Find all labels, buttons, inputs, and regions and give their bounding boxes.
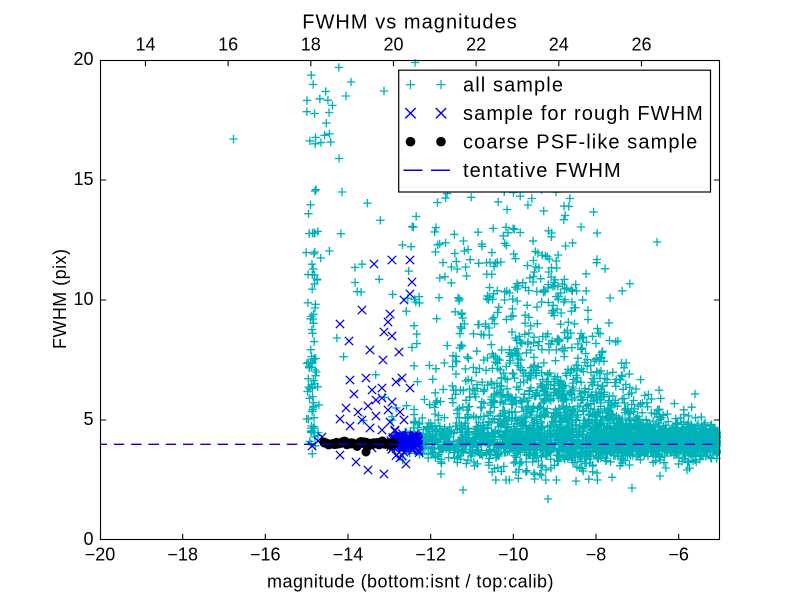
- svg-text:−20: −20: [85, 544, 116, 564]
- svg-text:−8: −8: [586, 544, 607, 564]
- svg-text:0: 0: [83, 529, 93, 549]
- svg-text:22: 22: [466, 35, 486, 55]
- svg-text:−18: −18: [167, 544, 198, 564]
- svg-text:−10: −10: [498, 544, 529, 564]
- svg-text:26: 26: [631, 35, 651, 55]
- svg-text:5: 5: [83, 409, 93, 429]
- svg-text:−16: −16: [250, 544, 281, 564]
- svg-text:−12: −12: [415, 544, 446, 564]
- svg-text:tentative FWHM: tentative FWHM: [463, 160, 622, 182]
- svg-text:14: 14: [135, 35, 155, 55]
- svg-text:20: 20: [73, 49, 93, 69]
- svg-text:−14: −14: [333, 544, 364, 564]
- svg-text:20: 20: [383, 35, 403, 55]
- svg-text:16: 16: [218, 35, 238, 55]
- svg-text:FWHM vs magnitudes: FWHM vs magnitudes: [302, 12, 518, 34]
- svg-text:15: 15: [73, 169, 93, 189]
- svg-text:coarse PSF-like sample: coarse PSF-like sample: [463, 132, 698, 154]
- svg-text:10: 10: [73, 289, 93, 309]
- svg-text:FWHM (pix): FWHM (pix): [50, 249, 70, 349]
- svg-text:magnitude (bottom:isnt / top:c: magnitude (bottom:isnt / top:calib): [267, 572, 554, 592]
- svg-text:24: 24: [549, 35, 569, 55]
- svg-text:18: 18: [301, 35, 321, 55]
- svg-text:−6: −6: [668, 544, 689, 564]
- svg-text:sample for rough FWHM: sample for rough FWHM: [463, 103, 704, 125]
- svg-text:all sample: all sample: [463, 75, 564, 97]
